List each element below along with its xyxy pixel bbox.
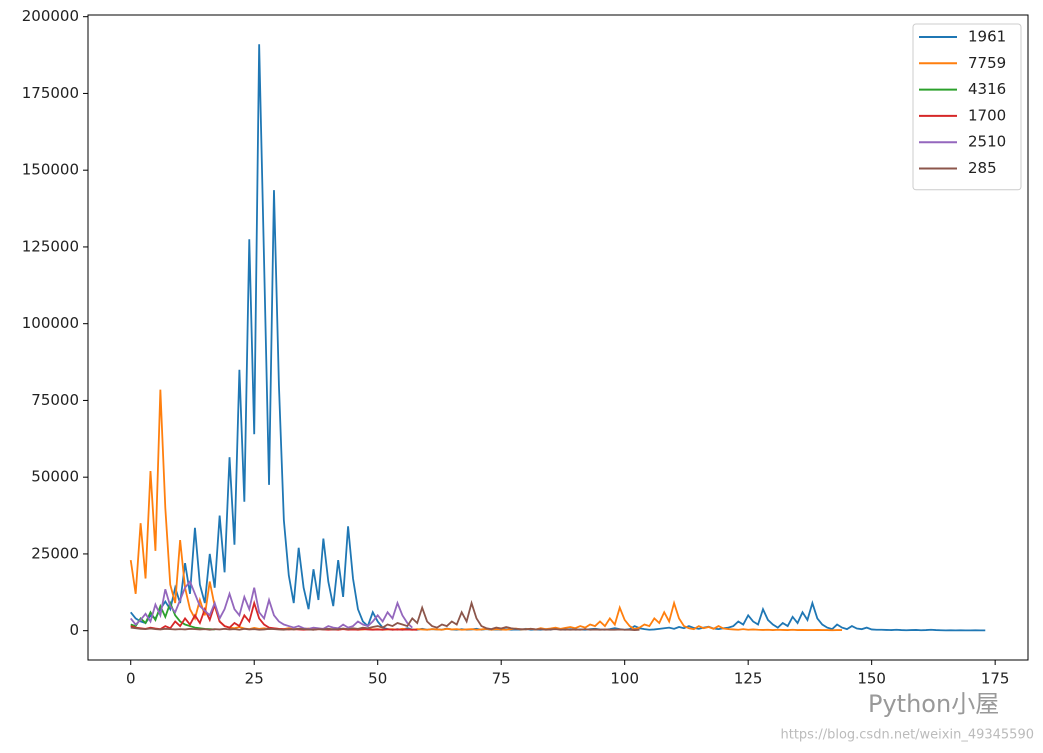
legend-label: 2510 [968,133,1006,151]
axes-frame [87,14,1029,661]
y-tick-label: 50000 [31,468,79,486]
legend-label: 1961 [968,28,1006,46]
y-tick-label: 150000 [22,161,79,179]
y-tick-label: 175000 [22,84,79,102]
legend-label: 1700 [968,106,1006,124]
y-tick-label: 200000 [22,7,79,25]
watermark-url: https://blog.csdn.net/weixin_49345590 [780,728,1034,743]
legend-label: 285 [968,159,997,177]
legend-box [912,23,1022,191]
x-tick-label: 75 [492,670,511,688]
x-tick-label: 25 [245,670,264,688]
x-tick-label: 150 [857,670,886,688]
x-tick-label: 0 [126,670,136,688]
y-tick-label: 0 [69,621,79,639]
legend-label: 7759 [968,54,1006,72]
x-tick-label: 100 [610,670,639,688]
series-line [130,44,986,632]
y-tick-label: 75000 [31,391,79,409]
y-tick-label: 125000 [22,237,79,255]
watermark-logo: Python小屋 [868,690,999,718]
x-tick-label: 125 [734,670,763,688]
x-tick-label: 175 [981,670,1010,688]
legend-label: 4316 [968,80,1006,98]
x-tick-label: 50 [368,670,387,688]
series-line [130,599,418,631]
series-line [130,579,413,630]
y-tick-label: 25000 [31,544,79,562]
series-line [130,599,640,631]
y-tick-label: 100000 [22,314,79,332]
